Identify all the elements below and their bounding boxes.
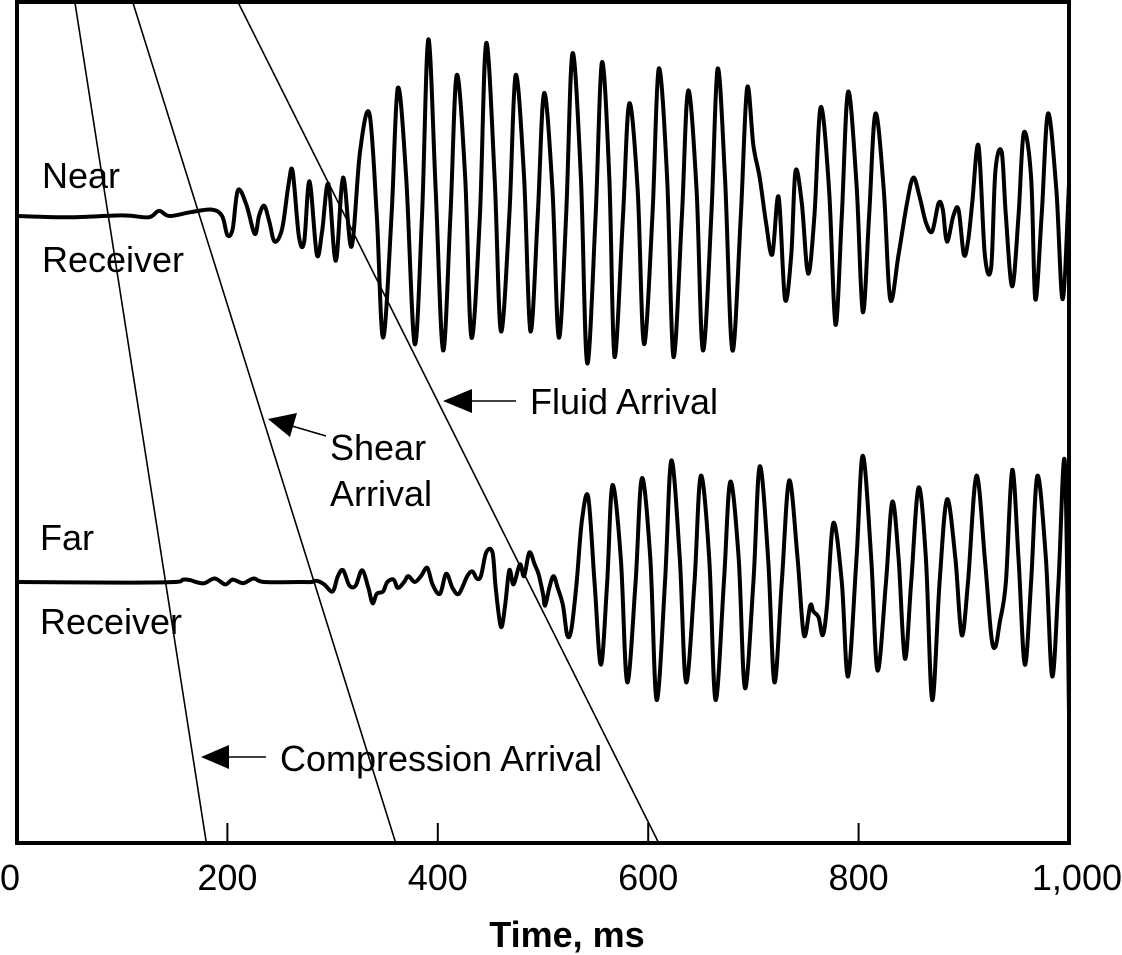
x-axis-title: Time, ms	[489, 914, 644, 955]
arrival-lines	[74, 1, 660, 844]
far-receiver-waveform	[15, 453, 1071, 714]
near-receiver-label-bottom: Receiver	[42, 239, 184, 280]
x-axis-ticks: 0 200 400 600 800 1,000	[0, 823, 1122, 898]
far-receiver-label-bottom: Receiver	[40, 601, 182, 642]
near-receiver-waveform	[15, 37, 1071, 366]
x-tick-label: 0	[0, 857, 20, 898]
shear-arrival-annotation: Shear Arrival	[268, 413, 432, 514]
waveforms	[15, 37, 1071, 714]
x-tick-label: 600	[618, 857, 678, 898]
x-tick-label: 1,000	[1032, 857, 1122, 898]
x-tick-label: 200	[197, 857, 257, 898]
shear-arrow-head	[268, 413, 297, 437]
far-receiver-label-top: Far	[40, 517, 94, 558]
compression-arrival-line	[74, 1, 208, 844]
x-tick-label: 400	[408, 857, 468, 898]
fluid-arrival-label: Fluid Arrival	[530, 381, 718, 422]
fluid-arrow-head	[443, 389, 472, 413]
near-receiver-label-top: Near	[42, 155, 120, 196]
compression-arrow-head	[201, 745, 229, 769]
shear-arrival-label-line2: Arrival	[330, 473, 432, 514]
shear-arrival-line	[131, 1, 397, 844]
fluid-arrival-line	[237, 1, 660, 844]
plot-frame	[15, 0, 1071, 845]
compression-arrival-annotation: Compression Arrival	[201, 738, 602, 779]
x-tick-label: 800	[829, 857, 889, 898]
shear-arrival-label-line1: Shear	[330, 427, 426, 468]
compression-arrival-label: Compression Arrival	[280, 738, 602, 779]
shear-arrow-shaft	[291, 425, 327, 437]
fluid-arrival-annotation: Fluid Arrival	[443, 381, 718, 422]
